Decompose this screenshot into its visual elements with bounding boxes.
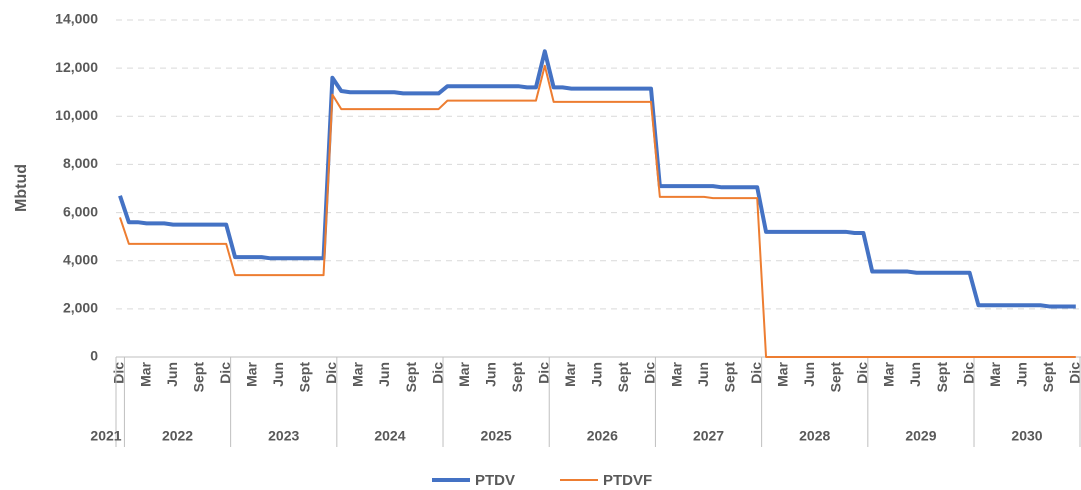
y-tick-label: 2,000 bbox=[63, 300, 98, 316]
x-tick-label: Sept bbox=[403, 362, 419, 393]
x-tick-label: Jun bbox=[1013, 362, 1029, 387]
x-tick-label: Dic bbox=[642, 362, 658, 384]
x-tick-label: Dic bbox=[429, 362, 445, 384]
x-tick-label: Dic bbox=[217, 362, 233, 384]
x-tick-label: Dic bbox=[111, 362, 127, 384]
legend-label: PTDVF bbox=[603, 472, 652, 489]
x-tick-label: Mar bbox=[350, 361, 366, 386]
x-tick-label: Sept bbox=[934, 362, 950, 393]
x-tick-label: Dic bbox=[323, 362, 339, 384]
x-tick-label: Sept bbox=[190, 362, 206, 393]
x-tick-label: Dic bbox=[854, 362, 870, 384]
x-tick-label: Mar bbox=[456, 361, 472, 386]
x-tick-label: Mar bbox=[987, 361, 1003, 386]
x-tick-label: Dic bbox=[536, 362, 552, 384]
year-label: 2025 bbox=[481, 428, 512, 444]
year-label: 2029 bbox=[905, 428, 936, 444]
x-tick-label: Jun bbox=[695, 362, 711, 387]
x-tick-label: Sept bbox=[1040, 362, 1056, 393]
x-tick-label: Mar bbox=[774, 361, 790, 386]
x-tick-label: Jun bbox=[907, 362, 923, 387]
x-tick-label: Sept bbox=[297, 362, 313, 393]
y-tick-label: 4,000 bbox=[63, 251, 98, 267]
x-tick-label: Mar bbox=[243, 361, 259, 386]
x-tick-label: Jun bbox=[270, 362, 286, 387]
y-tick-label: 14,000 bbox=[55, 11, 98, 27]
x-tick-label: Jun bbox=[164, 362, 180, 387]
x-tick-label: Sept bbox=[828, 362, 844, 393]
x-tick-label: Mar bbox=[881, 361, 897, 386]
x-tick-label: Sept bbox=[509, 362, 525, 393]
legend-label: PTDV bbox=[475, 472, 515, 489]
x-tick-label: Sept bbox=[721, 362, 737, 393]
y-axis-label: Mbtud bbox=[13, 164, 30, 212]
y-tick-label: 12,000 bbox=[55, 59, 98, 75]
x-tick-label: Sept bbox=[615, 362, 631, 393]
x-tick-label: Jun bbox=[589, 362, 605, 387]
year-label: 2026 bbox=[587, 428, 618, 444]
x-tick-label: Jun bbox=[376, 362, 392, 387]
x-tick-label: Mar bbox=[137, 361, 153, 386]
x-tick-label: Mar bbox=[562, 361, 578, 386]
year-label: 2023 bbox=[268, 428, 299, 444]
year-label: 2021 bbox=[90, 428, 121, 444]
y-tick-label: 0 bbox=[90, 348, 98, 364]
x-tick-label: Jun bbox=[801, 362, 817, 387]
y-tick-label: 8,000 bbox=[63, 155, 98, 171]
series-line bbox=[119, 64, 1076, 358]
year-label: 2027 bbox=[693, 428, 724, 444]
x-tick-label: Mar bbox=[668, 361, 684, 386]
x-tick-label: Dic bbox=[748, 362, 764, 384]
x-tick-label: Dic bbox=[960, 362, 976, 384]
year-label: 2028 bbox=[799, 428, 830, 444]
x-tick-label: Jun bbox=[482, 362, 498, 387]
year-label: 2024 bbox=[374, 428, 405, 444]
x-tick-label: Dic bbox=[1067, 362, 1081, 384]
year-label: 2030 bbox=[1011, 428, 1042, 444]
series-line bbox=[118, 49, 1076, 309]
y-tick-label: 10,000 bbox=[55, 107, 98, 123]
year-label: 2022 bbox=[162, 428, 193, 444]
y-tick-label: 6,000 bbox=[63, 203, 98, 219]
